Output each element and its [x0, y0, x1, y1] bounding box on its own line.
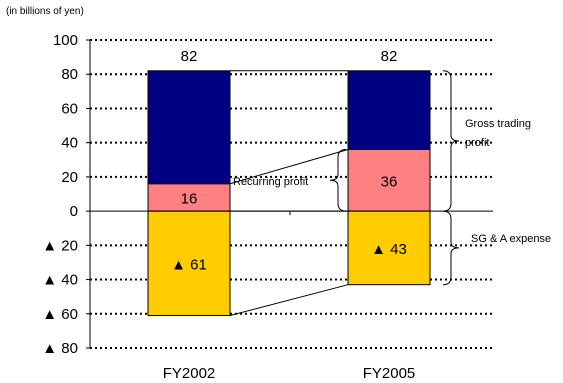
annotation-sga-expense: SG & A expense: [471, 233, 551, 245]
bar-segment: [347, 210, 431, 286]
bar-total-label: 82: [381, 48, 398, 65]
y-tick-label: 100: [53, 32, 78, 49]
y-tick-label: ▲ 80: [42, 340, 78, 357]
bar-total-label: 82: [181, 48, 198, 65]
x-category-label: FY2002: [163, 365, 216, 382]
y-tick-label: 60: [61, 100, 78, 117]
bar-value-label: 36: [381, 173, 398, 190]
bar-value-label: ▲ 61: [171, 256, 207, 273]
y-tick-label: 80: [61, 66, 78, 83]
y-tick-label: ▲ 40: [42, 272, 78, 289]
y-tick-label: 40: [61, 135, 78, 152]
connector-line: [229, 284, 349, 316]
bar-segment: [347, 70, 431, 151]
connector-line: [229, 149, 349, 185]
x-category-label: FY2005: [363, 365, 416, 382]
bar-segment: [147, 70, 231, 185]
y-tick-label: 0: [70, 203, 78, 220]
bar-segment: [147, 210, 231, 316]
unit-note: (in billions of yen): [6, 6, 84, 17]
brace-recurring-profit: [329, 149, 347, 212]
y-tick-label: ▲ 60: [42, 306, 78, 323]
y-tick-label: ▲ 20: [42, 237, 78, 254]
brace-sga-expense: [442, 210, 460, 286]
y-tick-label: 20: [61, 169, 78, 186]
annotation-gross-trading-profit: profit: [465, 137, 489, 149]
annotation-recurring-profit: Recurring profit: [233, 176, 308, 188]
annotation-gross-trading-profit: Gross trading: [465, 118, 531, 130]
bar-value-label: ▲ 43: [371, 241, 407, 258]
bar-value-label: 16: [181, 190, 198, 207]
brace-gross-trading-profit: [442, 70, 460, 212]
